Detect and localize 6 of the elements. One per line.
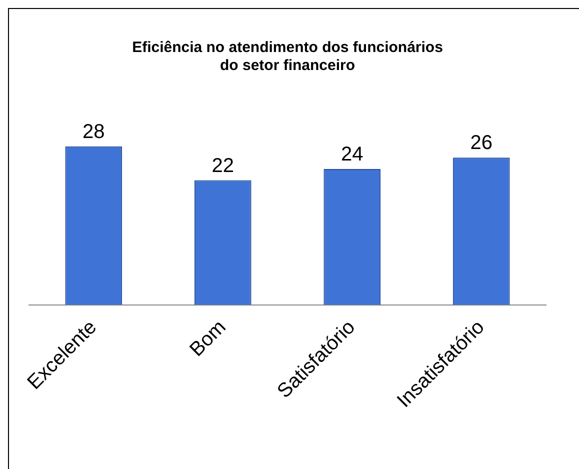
data-label: 28	[82, 120, 105, 143]
data-label: 22	[212, 154, 234, 177]
x-tick-label: Bom	[186, 316, 230, 361]
chart-title: Eficiência no atendimento dos funcionários do setor financeiro	[132, 39, 443, 74]
data-label: 24	[341, 143, 364, 166]
data-label: 26	[470, 132, 492, 154]
